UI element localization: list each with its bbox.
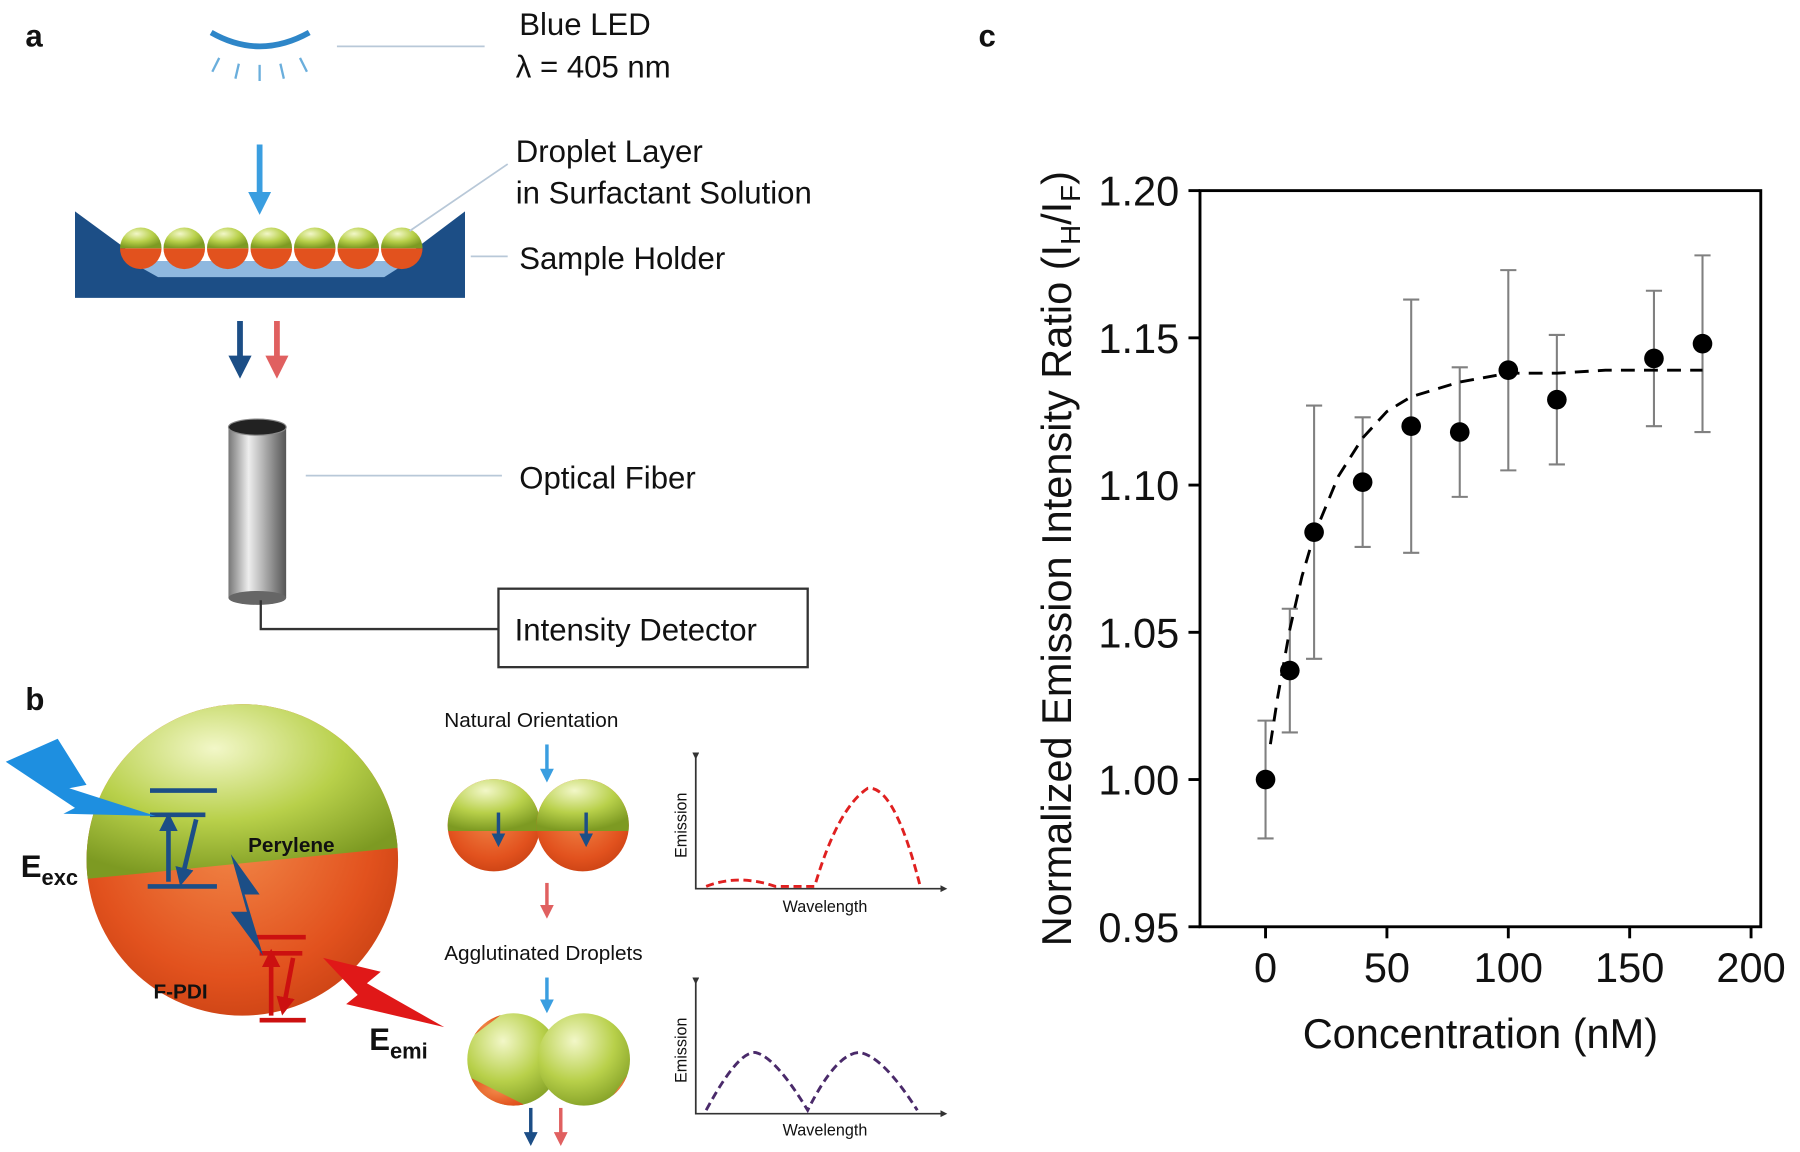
detector-label: Intensity Detector (515, 613, 757, 648)
droplet-bottom (250, 248, 293, 270)
plot: 0.95 1.00 1.05 1.10 1.15 1.20 0 50 100 150 200 (1098, 168, 1785, 992)
led-rays (211, 57, 308, 81)
mini-axes (692, 977, 948, 1118)
x-axis-label: Concentration (nM) (1303, 1010, 1658, 1057)
x-tick-label: 150 (1595, 944, 1664, 991)
panel-label: c (978, 18, 995, 53)
transfer-bolt (230, 854, 264, 956)
excitation-label: E (21, 849, 42, 884)
x-tick-label: 100 (1474, 944, 1543, 991)
droplet (536, 779, 629, 872)
panel-label: a (25, 18, 43, 53)
excitation-bolt (5, 738, 156, 816)
data-point (1280, 660, 1300, 681)
data-point (1255, 769, 1276, 790)
mini-axis-label: Wavelength (783, 898, 868, 916)
y-axis-label-subscript: F (1055, 185, 1086, 202)
droplet (537, 1013, 630, 1106)
y-axis-label-part: /I (1033, 202, 1080, 225)
energy-levels (256, 934, 306, 1023)
fiber-label: Optical Fiber (519, 460, 696, 495)
y-tick-label: 1.05 (1098, 609, 1179, 656)
droplet-top (294, 227, 336, 249)
emission-bolt (323, 957, 445, 1028)
x-tick-label: 0 (1254, 944, 1277, 991)
data-point (1449, 422, 1470, 442)
y-axis-label: Normalized Emission Intensity Ratio (IH/… (1033, 171, 1086, 946)
data-point (1547, 389, 1567, 410)
excitation-label: Eexc (21, 849, 78, 890)
leader-line (409, 163, 509, 232)
phase-label: F-PDI (153, 980, 207, 1003)
droplet-top (250, 227, 293, 249)
droplet-top (120, 227, 162, 249)
state-label: Agglutinated Droplets (444, 942, 642, 965)
x-tick-label: 50 (1364, 944, 1410, 991)
mini-axis-label: Emission (673, 1017, 691, 1082)
droplet-bottom (163, 248, 206, 270)
droplet-bottom (120, 248, 162, 270)
y-tick-label: 0.95 (1098, 904, 1179, 951)
y-tick-label: 1.20 (1098, 168, 1179, 215)
droplet-layer (120, 227, 423, 270)
led-label: λ = 405 nm (516, 50, 671, 85)
data-point (1498, 360, 1519, 381)
droplet-bottom (294, 248, 336, 270)
y-axis-label-subscript: H (1055, 225, 1086, 245)
state-label: Natural Orientation (444, 709, 618, 732)
wire (259, 600, 499, 631)
holder-label: Sample Holder (519, 241, 725, 276)
emission-label: Eemi (369, 1022, 428, 1063)
emission-subscript: emi (390, 1038, 428, 1063)
optical-fiber (227, 418, 287, 436)
droplet-label: in Surfactant Solution (516, 175, 812, 210)
panel-label: b (25, 682, 44, 717)
energy-levels (147, 788, 217, 889)
mini-axes (692, 752, 948, 893)
phase-label: Perylene (248, 834, 335, 857)
spectrum (704, 1051, 919, 1114)
y-tick-label: 1.00 (1098, 757, 1179, 804)
led (209, 30, 311, 50)
data-point (1692, 333, 1713, 354)
optical-fiber (228, 591, 287, 605)
fit-line (1268, 368, 1703, 745)
optical-fiber (228, 427, 287, 598)
solution (129, 261, 410, 278)
y-axis-label-part: ) (1033, 171, 1080, 185)
droplet-top (207, 227, 249, 249)
led-label: Blue LED (519, 7, 651, 42)
spectrum (705, 786, 922, 888)
droplet-top (381, 227, 423, 249)
droplet-bottom (381, 248, 423, 270)
y-tick-label: 1.10 (1098, 462, 1179, 509)
x-tick-label: 200 (1716, 944, 1785, 991)
mini-axis-label: Emission (673, 792, 691, 857)
emission-label: E (369, 1022, 390, 1057)
mini-axis-label: Wavelength (783, 1122, 868, 1140)
excitation-subscript: exc (42, 865, 79, 890)
droplet-bottom (337, 248, 380, 270)
data-point (1352, 472, 1373, 492)
droplet (447, 779, 540, 872)
plot-frame (1198, 189, 1763, 929)
data-point (1401, 416, 1422, 436)
data-point (1644, 348, 1664, 369)
droplet-top (163, 227, 206, 249)
y-axis-label-part: Normalized Emission Intensity Ratio (I (1033, 245, 1080, 946)
droplet-label: Droplet Layer (516, 134, 703, 169)
droplet-bottom (207, 248, 249, 270)
droplet-top (337, 227, 380, 249)
y-tick-label: 1.15 (1098, 315, 1179, 362)
detector-box (497, 587, 809, 669)
